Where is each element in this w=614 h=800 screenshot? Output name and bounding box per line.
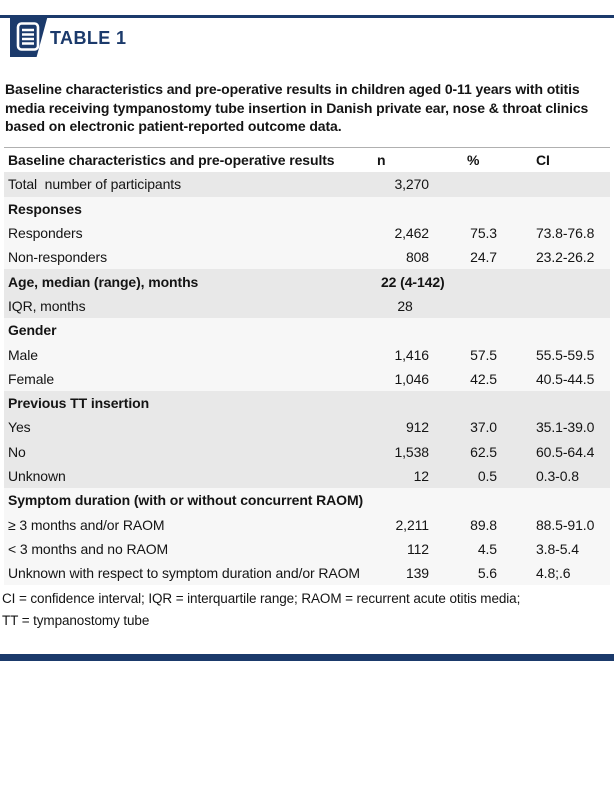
table-row: ≥ 3 months and/or RAOM 2,211 89.8 88.5-91.0 [4, 512, 610, 537]
header-n: n [377, 152, 386, 169]
cell-pct: 24.7 [470, 249, 497, 266]
row-label: Symptom duration (with or without concur… [8, 492, 364, 509]
cell-ci: 55.5-59.5 [536, 346, 595, 363]
table-row: < 3 months and no RAOM 112 4.5 3.8-5.4 [4, 536, 610, 562]
header-ci: CI [536, 152, 550, 169]
cell-ci: 40.5-44.5 [536, 370, 595, 387]
table-row: Responders 2,462 75.3 73.8-76.8 [4, 220, 610, 246]
row-label: Female [8, 370, 55, 387]
cell-pct: 89.8 [470, 516, 497, 533]
top-rule [0, 15, 614, 18]
row-label: ≥ 3 months and/or RAOM [8, 516, 165, 533]
row-label: No [8, 443, 26, 460]
row-label: Male [8, 346, 38, 363]
header-label: Baseline characteristics and pre-operati… [8, 152, 335, 169]
cell-n: 808 [405, 249, 429, 266]
cell-pct: 62.5 [470, 443, 497, 460]
cell-pct: 75.3 [470, 225, 497, 242]
cell-pct: 0.5 [477, 468, 497, 484]
table-row: Non-responders 808 24.7 23.2-26.2 [4, 245, 610, 270]
cell-n: 3,270 [394, 176, 429, 193]
row-label: Gender [8, 322, 57, 339]
table-tag-block [10, 15, 48, 57]
cell-n: 12 [413, 468, 429, 484]
cell-ci: 73.8-76.8 [536, 225, 595, 242]
cell-ci: 23.2-26.2 [536, 249, 595, 266]
cell-n: 22 (4-142) [381, 273, 445, 290]
cell-pct: 37.0 [470, 419, 497, 436]
row-label: Previous TT insertion [8, 395, 150, 412]
table-row: Female 1,046 42.5 40.5-44.5 [4, 366, 610, 391]
cell-pct: 4.5 [477, 540, 497, 557]
row-label: Unknown [8, 468, 66, 484]
cell-n: 2,211 [395, 516, 430, 533]
row-label: < 3 months and no RAOM [8, 540, 169, 557]
table-row: Symptom duration (with or without concur… [4, 488, 610, 513]
row-label: Responders [8, 225, 83, 242]
table-number-heading: TABLE 1 [50, 28, 127, 48]
cell-ci: 3.8-5.4 [536, 540, 579, 557]
table-footnote: CI = confidence interval; IQR = interqua… [2, 588, 610, 632]
cell-pct: 57.5 [470, 346, 497, 363]
table-row: Yes 912 37.0 35.1-39.0 [4, 415, 610, 440]
data-table: Baseline characteristics and pre-operati… [4, 147, 610, 586]
cell-pct: 42.5 [470, 370, 497, 387]
table-row: Total number of participants 3,270 [4, 172, 610, 197]
cell-ci: 60.5-64.4 [536, 443, 595, 460]
cell-n: 28 [397, 297, 413, 314]
table-row: Unknown 12 0.5 0.3-0.8 [4, 463, 610, 489]
table-header-row: Baseline characteristics and pre-operati… [4, 147, 610, 173]
table-row: Unknown with respect to symptom duration… [4, 561, 610, 586]
table-row: Responses [4, 196, 610, 221]
cell-n: 1,046 [394, 370, 429, 387]
table-row: No 1,538 62.5 60.5-64.4 [4, 439, 610, 464]
cell-n: 2,462 [394, 225, 429, 242]
table-caption: Baseline characteristics and pre-operati… [5, 81, 589, 134]
footnote-line: CI = confidence interval; IQR = interqua… [2, 591, 521, 606]
row-label: Non-responders [8, 249, 107, 266]
cell-n: 1,538 [394, 443, 429, 460]
table-row: Previous TT insertion [4, 390, 610, 416]
table-rows: Total number of participants 3,270 Respons… [4, 172, 610, 586]
footnote-line: TT = tympanostomy tube [2, 613, 150, 628]
cell-ci: 0.3-0.8 [536, 468, 579, 484]
cell-n: 112 [406, 540, 429, 557]
row-label: Yes [8, 419, 31, 436]
bottom-rule [0, 654, 614, 661]
cell-n: 912 [405, 419, 429, 436]
table-row: Age, median (range), months 22 (4-142) [4, 269, 610, 294]
cell-pct: 5.6 [477, 565, 497, 582]
cell-ci: 35.1-39.0 [536, 419, 595, 436]
table-row: Male 1,416 57.5 55.5-59.5 [4, 342, 610, 367]
cell-ci: 88.5-91.0 [536, 516, 595, 533]
header-pct: % [467, 152, 480, 169]
cell-n: 139 [405, 565, 429, 582]
table-row: Gender [4, 318, 610, 343]
row-label: Unknown with respect to symptom duration… [8, 565, 360, 582]
row-label: Age, median (range), months [8, 273, 199, 290]
row-label: IQR, months [8, 297, 86, 314]
row-label: Total number of participants [8, 176, 181, 193]
row-label: Responses [8, 200, 82, 217]
table-row: IQR, months 28 [4, 293, 610, 319]
cell-ci: 4.8;.6 [536, 565, 571, 582]
cell-n: 1,416 [394, 346, 429, 363]
